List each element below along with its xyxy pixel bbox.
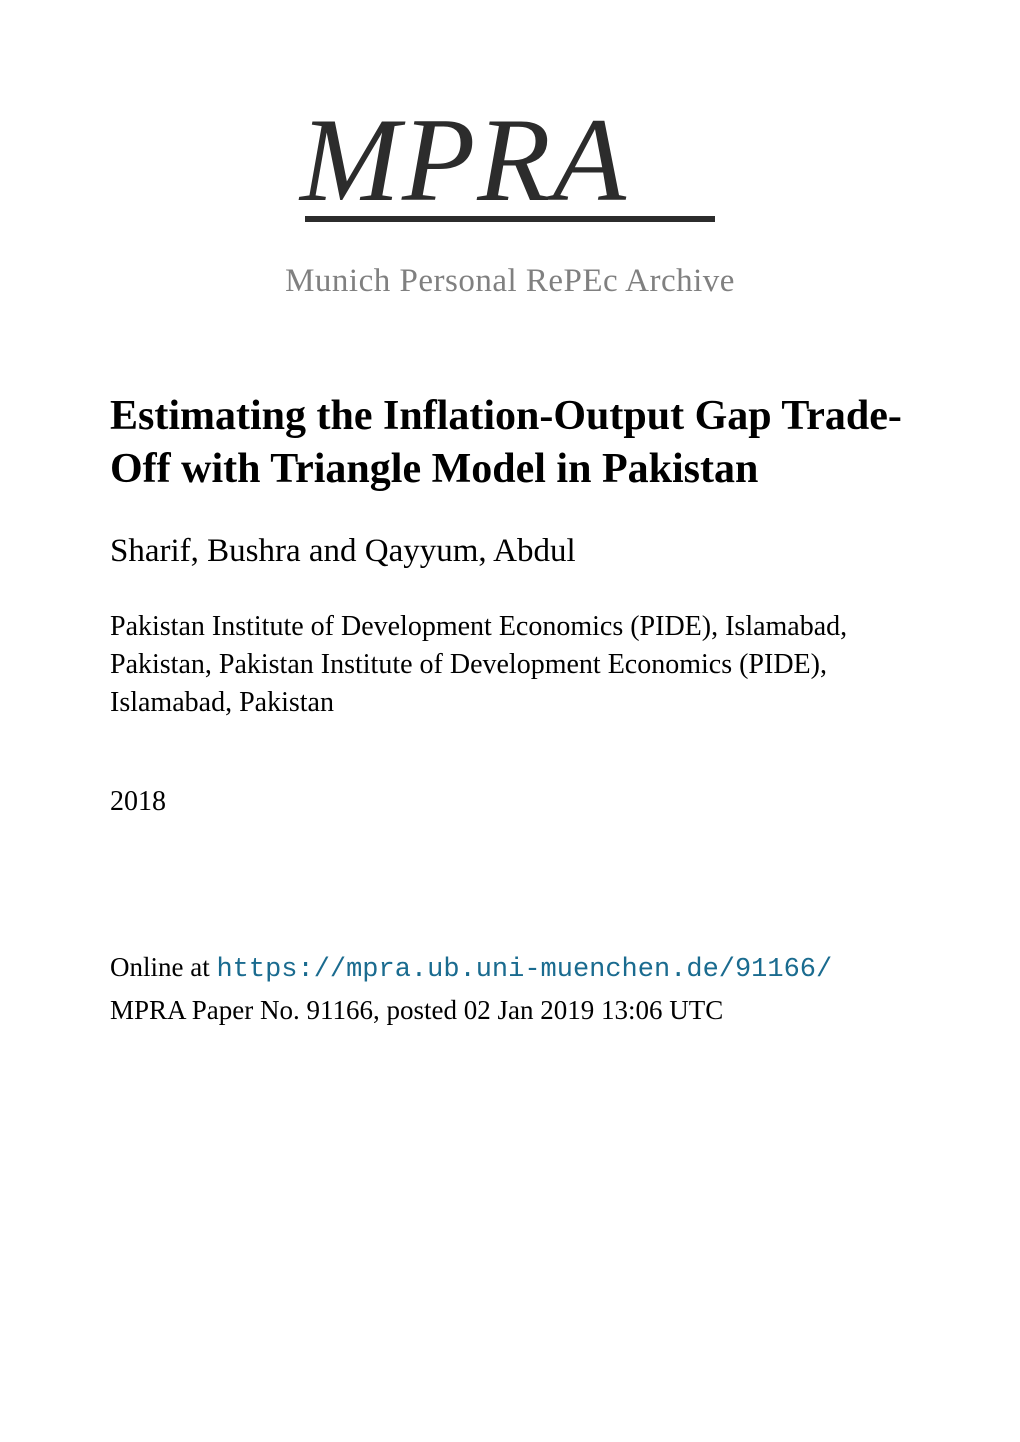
paper-title: Estimating the Inflation-Output Gap Trad… xyxy=(110,390,910,495)
logo-block: MPRA Munich Personal RePEc Archive xyxy=(110,100,910,300)
footer-online-label: Online at xyxy=(110,952,216,982)
footer: Online at https://mpra.ub.uni-muenchen.d… xyxy=(110,948,910,1029)
mpra-logo-text: MPRA xyxy=(298,100,628,226)
footer-paper-line: MPRA Paper No. 91166, posted 02 Jan 2019… xyxy=(110,991,910,1030)
paper-authors: Sharif, Bushra and Qayyum, Abdul xyxy=(110,533,910,570)
footer-url[interactable]: https://mpra.ub.uni-muenchen.de/91166/ xyxy=(216,955,832,985)
page-root: MPRA Munich Personal RePEc Archive Estim… xyxy=(0,0,1020,1442)
mpra-logo: MPRA xyxy=(295,100,725,240)
archive-name: Munich Personal RePEc Archive xyxy=(110,263,910,300)
mpra-logo-underline xyxy=(305,216,715,222)
footer-online-line: Online at https://mpra.ub.uni-muenchen.d… xyxy=(110,948,910,990)
paper-year: 2018 xyxy=(110,786,910,818)
paper-affiliations: Pakistan Institute of Development Econom… xyxy=(110,608,910,721)
